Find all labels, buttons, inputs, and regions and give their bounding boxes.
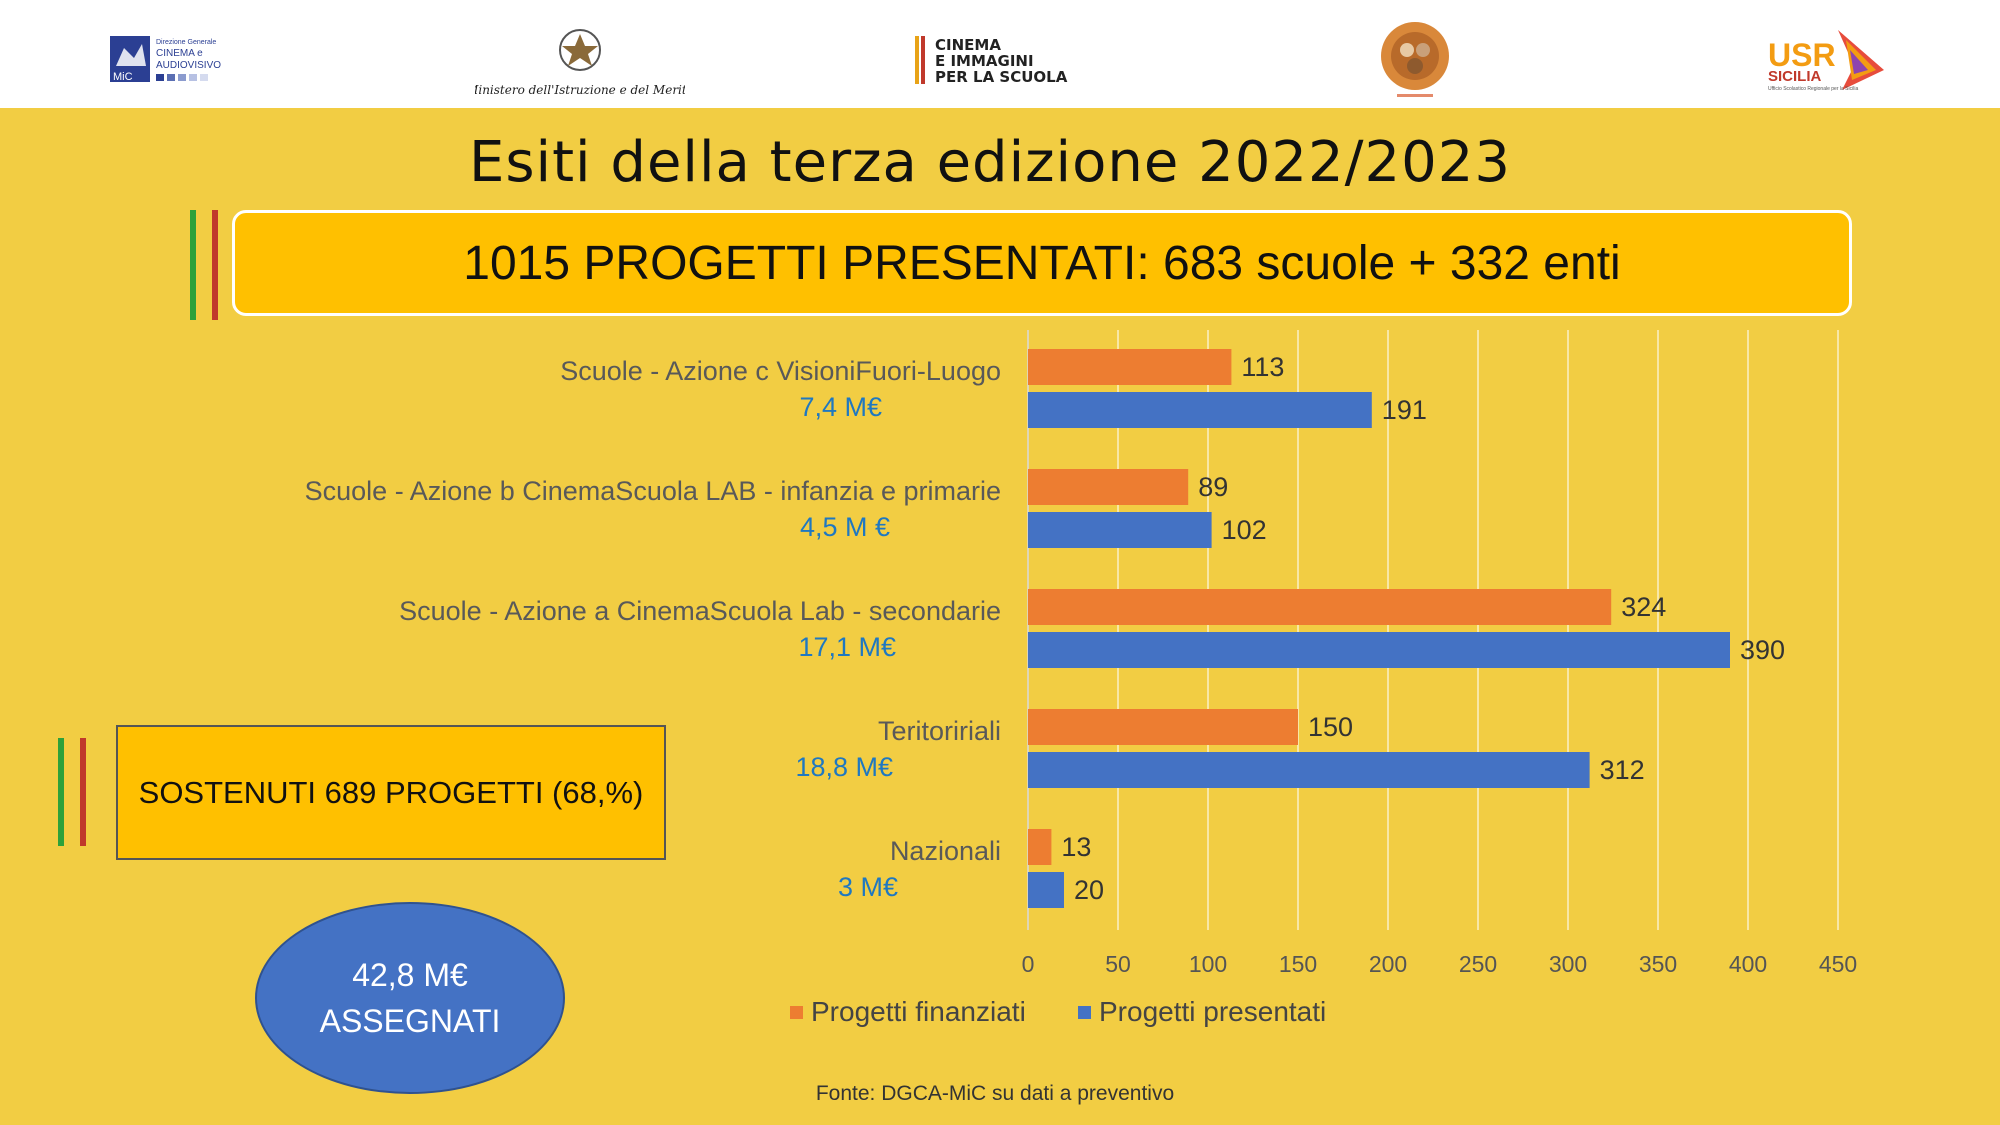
data-label-finanziati-0: 113 — [1241, 352, 1284, 382]
legend-swatch-finanziati — [790, 1005, 803, 1019]
category-amount-2: 17,1 M€ — [798, 632, 896, 662]
data-label-finanziati-2: 324 — [1621, 592, 1666, 622]
svg-text:E IMMAGINI: E IMMAGINI — [935, 52, 1034, 70]
bar-presentati-1 — [1028, 512, 1212, 548]
source-note: Fonte: DGCA-MiC su dati a preventivo — [815, 1082, 1175, 1105]
data-label-finanziati-4: 13 — [1061, 832, 1091, 862]
x-tick-label-450: 450 — [1819, 951, 1857, 977]
mic-logo: MiC Direzione Generale CINEMA e AUDIOVIS… — [110, 36, 225, 84]
decor-bar-green — [190, 210, 196, 320]
legend-swatch-presentati — [1078, 1005, 1091, 1019]
projects-banner: 1015 PROGETTI PRESENTATI: 683 scuole + 3… — [232, 210, 1852, 316]
category-label-2: Scuole - Azione a CinemaScuola Lab - sec… — [399, 596, 1001, 626]
supported-projects-box: SOSTENUTI 689 PROGETTI (68,%) — [116, 725, 666, 860]
svg-text:CINEMA: CINEMA — [935, 36, 1001, 54]
legend-label-finanziati: Progetti finanziati — [811, 996, 1026, 1027]
decor-bar-green-2 — [58, 738, 64, 846]
bar-finanziati-0 — [1028, 349, 1232, 385]
category-amount-0: 7,4 M€ — [799, 392, 882, 422]
category-amount-3: 18,8 M€ — [795, 752, 893, 782]
ministero-text: Ministero dell'Istruzione e del Merito — [475, 83, 685, 97]
svg-text:Direzione Generale: Direzione Generale — [156, 39, 216, 46]
legend-label-presentati: Progetti presentati — [1099, 996, 1327, 1027]
x-tick-label-350: 350 — [1639, 951, 1677, 977]
cinema-scuola-logo: CINEMA E IMMAGINI PER LA SCUOLA — [915, 34, 1085, 86]
category-label-0: Scuole - Azione c VisioniFuori-Luogo — [560, 356, 1001, 386]
data-label-presentati-4: 20 — [1074, 875, 1104, 905]
x-tick-label-250: 250 — [1459, 951, 1497, 977]
usr-sicilia-logo: USR SICILIA Ufficio Scolastico Regionale… — [1768, 26, 1888, 94]
bar-presentati-4 — [1028, 872, 1064, 908]
mic-short-text: MiC — [113, 71, 133, 83]
x-tick-label-400: 400 — [1729, 951, 1767, 977]
data-label-finanziati-1: 89 — [1198, 472, 1228, 502]
x-tick-label-100: 100 — [1189, 951, 1227, 977]
assigned-amount: 42,8 M€ — [352, 957, 468, 993]
category-label-4: Nazionali — [890, 836, 1001, 866]
category-label-3: Teritoririali — [878, 716, 1001, 746]
data-label-presentati-1: 102 — [1222, 515, 1267, 545]
svg-text:Ufficio Scolastico Regionale p: Ufficio Scolastico Regionale per la Sici… — [1768, 86, 1858, 92]
decor-bar-red-2 — [80, 738, 86, 846]
svg-text:CINEMA e: CINEMA e — [156, 48, 203, 59]
page-title: Esiti della terza edizione 2022/2023 — [468, 130, 1512, 195]
bar-presentati-3 — [1028, 752, 1590, 788]
bar-presentati-2 — [1028, 632, 1730, 668]
bar-finanziati-3 — [1028, 709, 1298, 745]
x-tick-label-200: 200 — [1369, 951, 1407, 977]
bar-finanziati-2 — [1028, 589, 1612, 625]
svg-text:AUDIOVISIVO: AUDIOVISIVO — [156, 60, 221, 71]
category-amount-4: 3 M€ — [838, 872, 898, 902]
assigned-label: ASSEGNATI — [319, 1003, 501, 1039]
bar-finanziati-4 — [1028, 829, 1052, 865]
usr-text: USR — [1768, 37, 1836, 73]
data-label-finanziati-3: 150 — [1308, 712, 1353, 742]
bar-finanziati-1 — [1028, 469, 1189, 505]
bar-presentati-0 — [1028, 392, 1372, 428]
category-amount-1: 4,5 M € — [800, 512, 890, 542]
legend-finanziati: Progetti finanziati — [790, 996, 1026, 1028]
round-emblem-logo — [1375, 20, 1455, 100]
x-tick-label-50: 50 — [1105, 951, 1131, 977]
ministero-logo: Ministero dell'Istruzione e del Merito — [465, 24, 694, 100]
svg-text:PER LA SCUOLA: PER LA SCUOLA — [935, 68, 1068, 86]
svg-text:SICILIA: SICILIA — [1768, 68, 1822, 85]
decor-bar-red — [212, 210, 218, 320]
x-tick-label-300: 300 — [1549, 951, 1587, 977]
data-label-presentati-0: 191 — [1382, 395, 1427, 425]
assigned-funds-ellipse: 42,8 M€ ASSEGNATI — [255, 902, 565, 1094]
x-tick-label-0: 0 — [1022, 951, 1035, 977]
category-label-1: Scuole - Azione b CinemaScuola LAB - inf… — [305, 476, 1001, 506]
x-tick-label-150: 150 — [1279, 951, 1317, 977]
legend-presentati: Progetti presentati — [1078, 996, 1326, 1028]
data-label-presentati-3: 312 — [1600, 755, 1645, 785]
logo-bar: MiC Direzione Generale CINEMA e AUDIOVIS… — [0, 0, 2000, 108]
data-label-presentati-2: 390 — [1740, 635, 1785, 665]
